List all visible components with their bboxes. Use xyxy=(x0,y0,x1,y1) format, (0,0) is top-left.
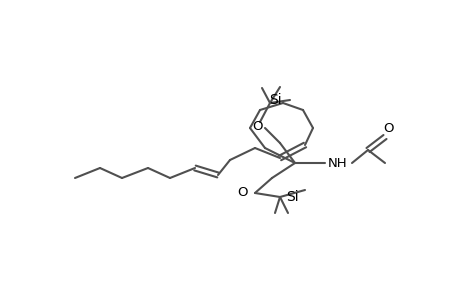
Text: O: O xyxy=(252,119,263,133)
Text: Si: Si xyxy=(268,93,281,107)
Text: Si: Si xyxy=(285,190,298,204)
Text: NH: NH xyxy=(327,157,347,169)
Text: O: O xyxy=(383,122,393,134)
Text: O: O xyxy=(237,185,247,199)
